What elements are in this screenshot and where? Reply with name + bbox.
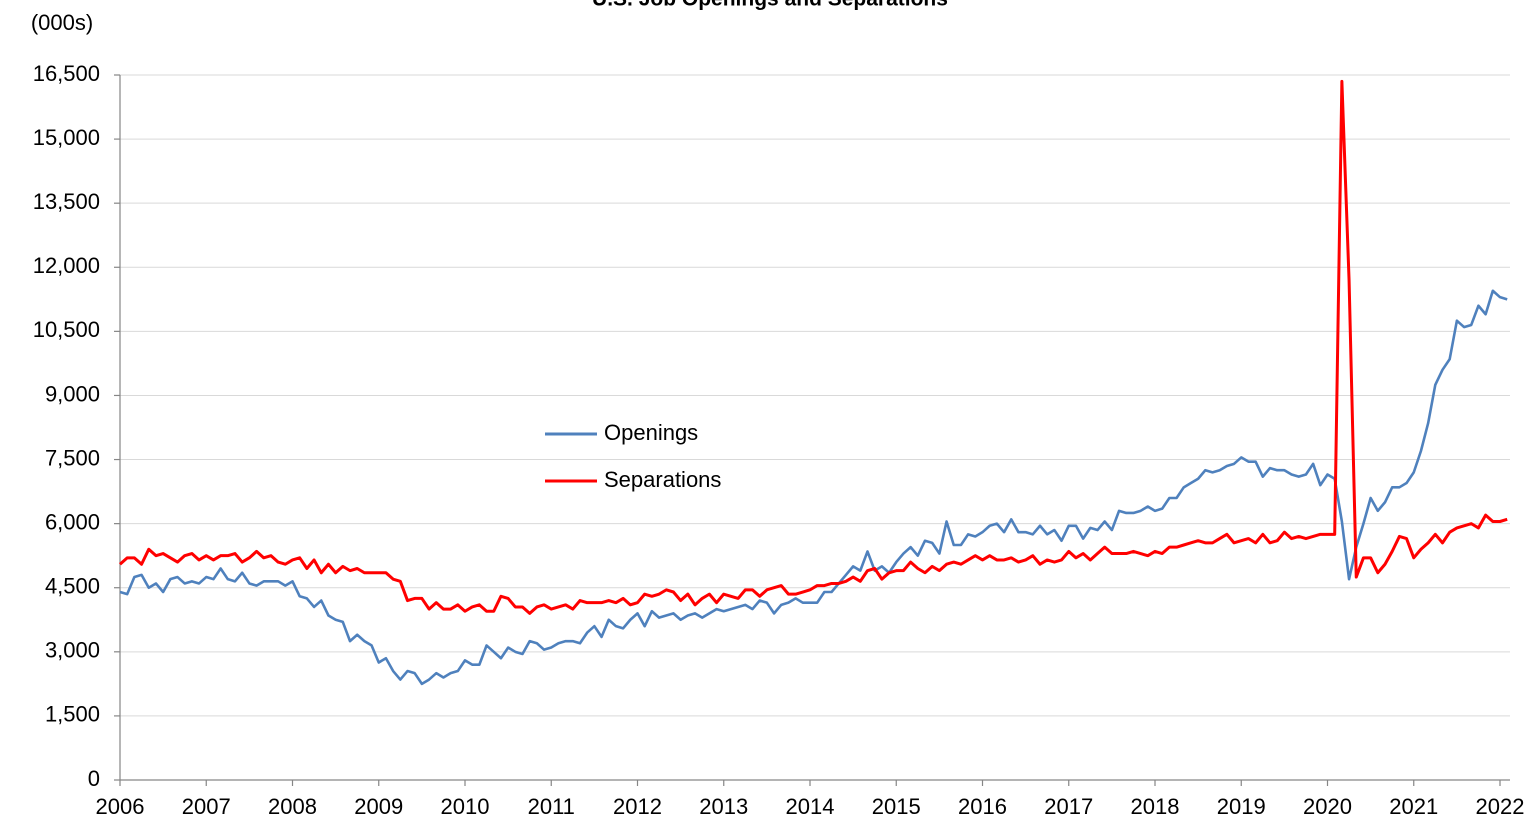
x-tick-label: 2008 [268,794,317,819]
y-tick-label: 9,000 [45,381,100,406]
legend-label: Openings [604,420,698,445]
y-tick-label: 3,000 [45,638,100,663]
legend-label: Separations [604,467,721,492]
x-tick-label: 2011 [528,794,575,819]
y-tick-label: 1,500 [45,702,100,727]
x-tick-label: 2017 [1044,794,1093,819]
series-line [119,79,1508,615]
y-tick-label: 10,500 [33,317,100,342]
x-tick-label: 2009 [354,794,403,819]
x-tick-label: 2021 [1389,794,1438,819]
x-tick-label: 2012 [613,794,662,819]
x-tick-label: 2007 [182,794,231,819]
y-tick-label: 12,000 [33,253,100,278]
x-tick-label: 2020 [1303,794,1352,819]
y-tick-label: 4,500 [45,574,100,599]
y-tick-label: 7,500 [45,445,100,470]
y-tick-label: 15,000 [33,125,100,150]
chart-title: U.S. Job Openings and Separations [592,0,948,11]
series-line [119,289,1508,686]
x-tick-label: 2018 [1131,794,1180,819]
x-tick-label: 2006 [96,794,145,819]
y-tick-label: 6,000 [45,509,100,534]
x-tick-label: 2022 [1476,794,1525,819]
x-tick-label: 2015 [872,794,921,819]
y-axis-label: (000s) [31,10,93,35]
x-tick-label: 2019 [1217,794,1266,819]
x-tick-label: 2016 [958,794,1007,819]
x-tick-label: 2014 [786,794,835,819]
x-tick-label: 2010 [441,794,490,819]
x-tick-label: 2013 [699,794,748,819]
y-tick-label: 13,500 [33,189,100,214]
y-tick-label: 16,500 [33,61,100,86]
y-tick-label: 0 [88,766,100,791]
